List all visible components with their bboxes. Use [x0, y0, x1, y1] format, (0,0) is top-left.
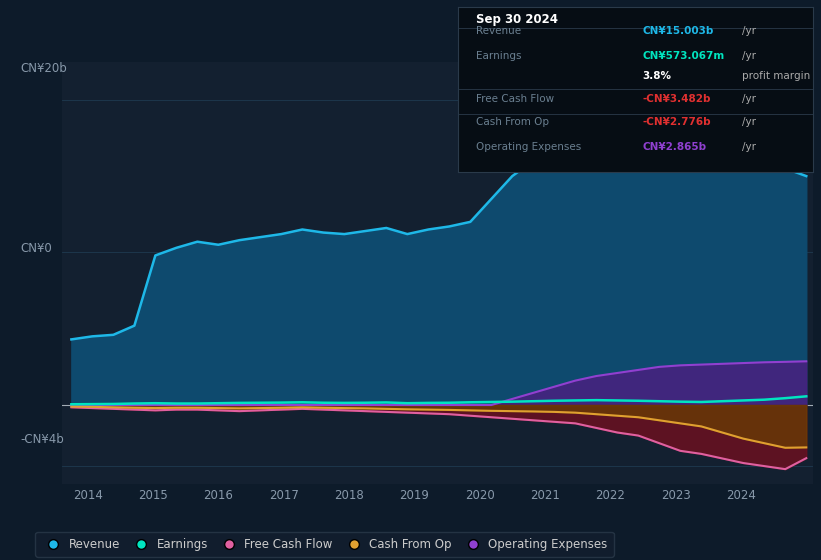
Text: Operating Expenses: Operating Expenses [476, 142, 581, 152]
Text: CN¥2.865b: CN¥2.865b [643, 142, 707, 152]
Text: -CN¥2.776b: -CN¥2.776b [643, 117, 711, 127]
Text: profit margin: profit margin [742, 71, 810, 81]
Text: CN¥573.067m: CN¥573.067m [643, 51, 725, 61]
Text: CN¥20b: CN¥20b [21, 62, 67, 74]
Text: Earnings: Earnings [476, 51, 521, 61]
Text: /yr: /yr [742, 26, 756, 36]
Legend: Revenue, Earnings, Free Cash Flow, Cash From Op, Operating Expenses: Revenue, Earnings, Free Cash Flow, Cash … [35, 532, 613, 557]
Text: /yr: /yr [742, 117, 756, 127]
Text: Revenue: Revenue [476, 26, 521, 36]
Text: -CN¥4b: -CN¥4b [21, 433, 64, 446]
Text: /yr: /yr [742, 142, 756, 152]
Text: Free Cash Flow: Free Cash Flow [476, 94, 554, 104]
Text: Cash From Op: Cash From Op [476, 117, 549, 127]
Text: 3.8%: 3.8% [643, 71, 672, 81]
Text: Sep 30 2024: Sep 30 2024 [476, 13, 557, 26]
Text: CN¥0: CN¥0 [21, 242, 52, 255]
Text: /yr: /yr [742, 94, 756, 104]
Text: /yr: /yr [742, 51, 756, 61]
Text: -CN¥3.482b: -CN¥3.482b [643, 94, 711, 104]
Text: CN¥15.003b: CN¥15.003b [643, 26, 714, 36]
